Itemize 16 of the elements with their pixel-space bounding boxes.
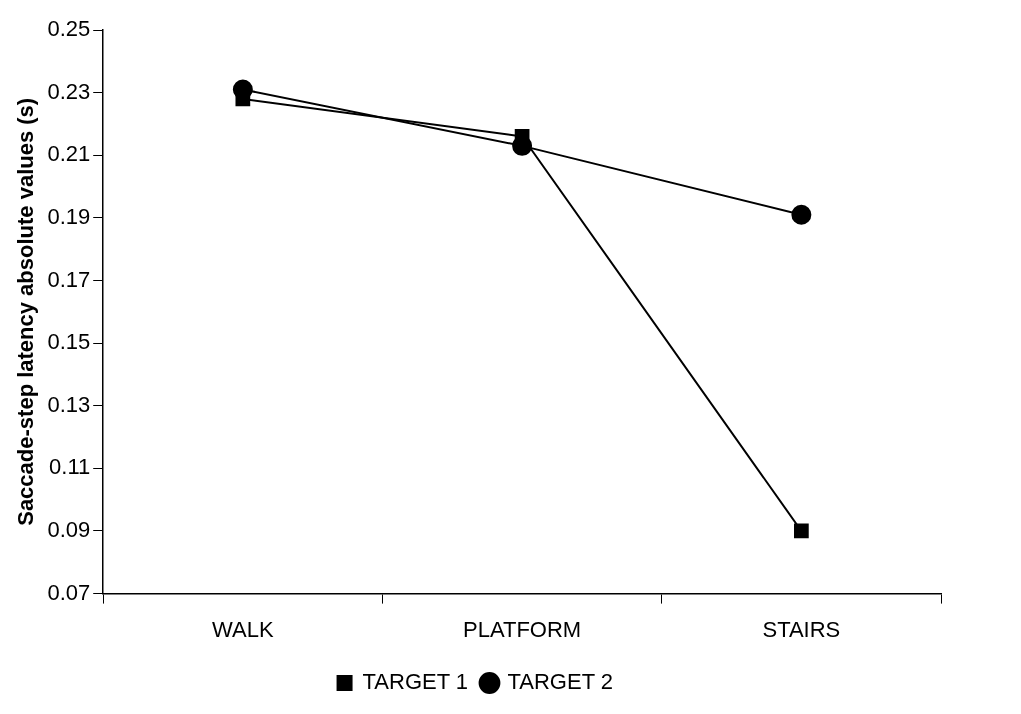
y-tick-label: 0.11 [49,454,91,480]
y-tick-label: 0.09 [47,517,91,543]
y-tick-label: 0.19 [47,203,91,229]
x-tick-label: PLATFORM [463,616,582,642]
y-tick-label: 0.07 [47,579,91,605]
y-tick-label: 0.23 [47,78,91,104]
y-tick-label: 0.25 [47,16,91,42]
y-tick-label: 0.21 [47,141,91,167]
y-tick-label: 0.15 [47,329,91,355]
x-tick-label: WALK [212,616,274,642]
y-axis-title: Saccade-step latency absolute values (s) [13,97,39,526]
y-tick-label: 0.13 [47,391,91,417]
legend-label: TARGET 1 [362,669,469,695]
y-tick-label: 0.17 [47,266,91,292]
x-tick-label: STAIRS [762,616,841,642]
legend-label: TARGET 2 [507,669,614,695]
